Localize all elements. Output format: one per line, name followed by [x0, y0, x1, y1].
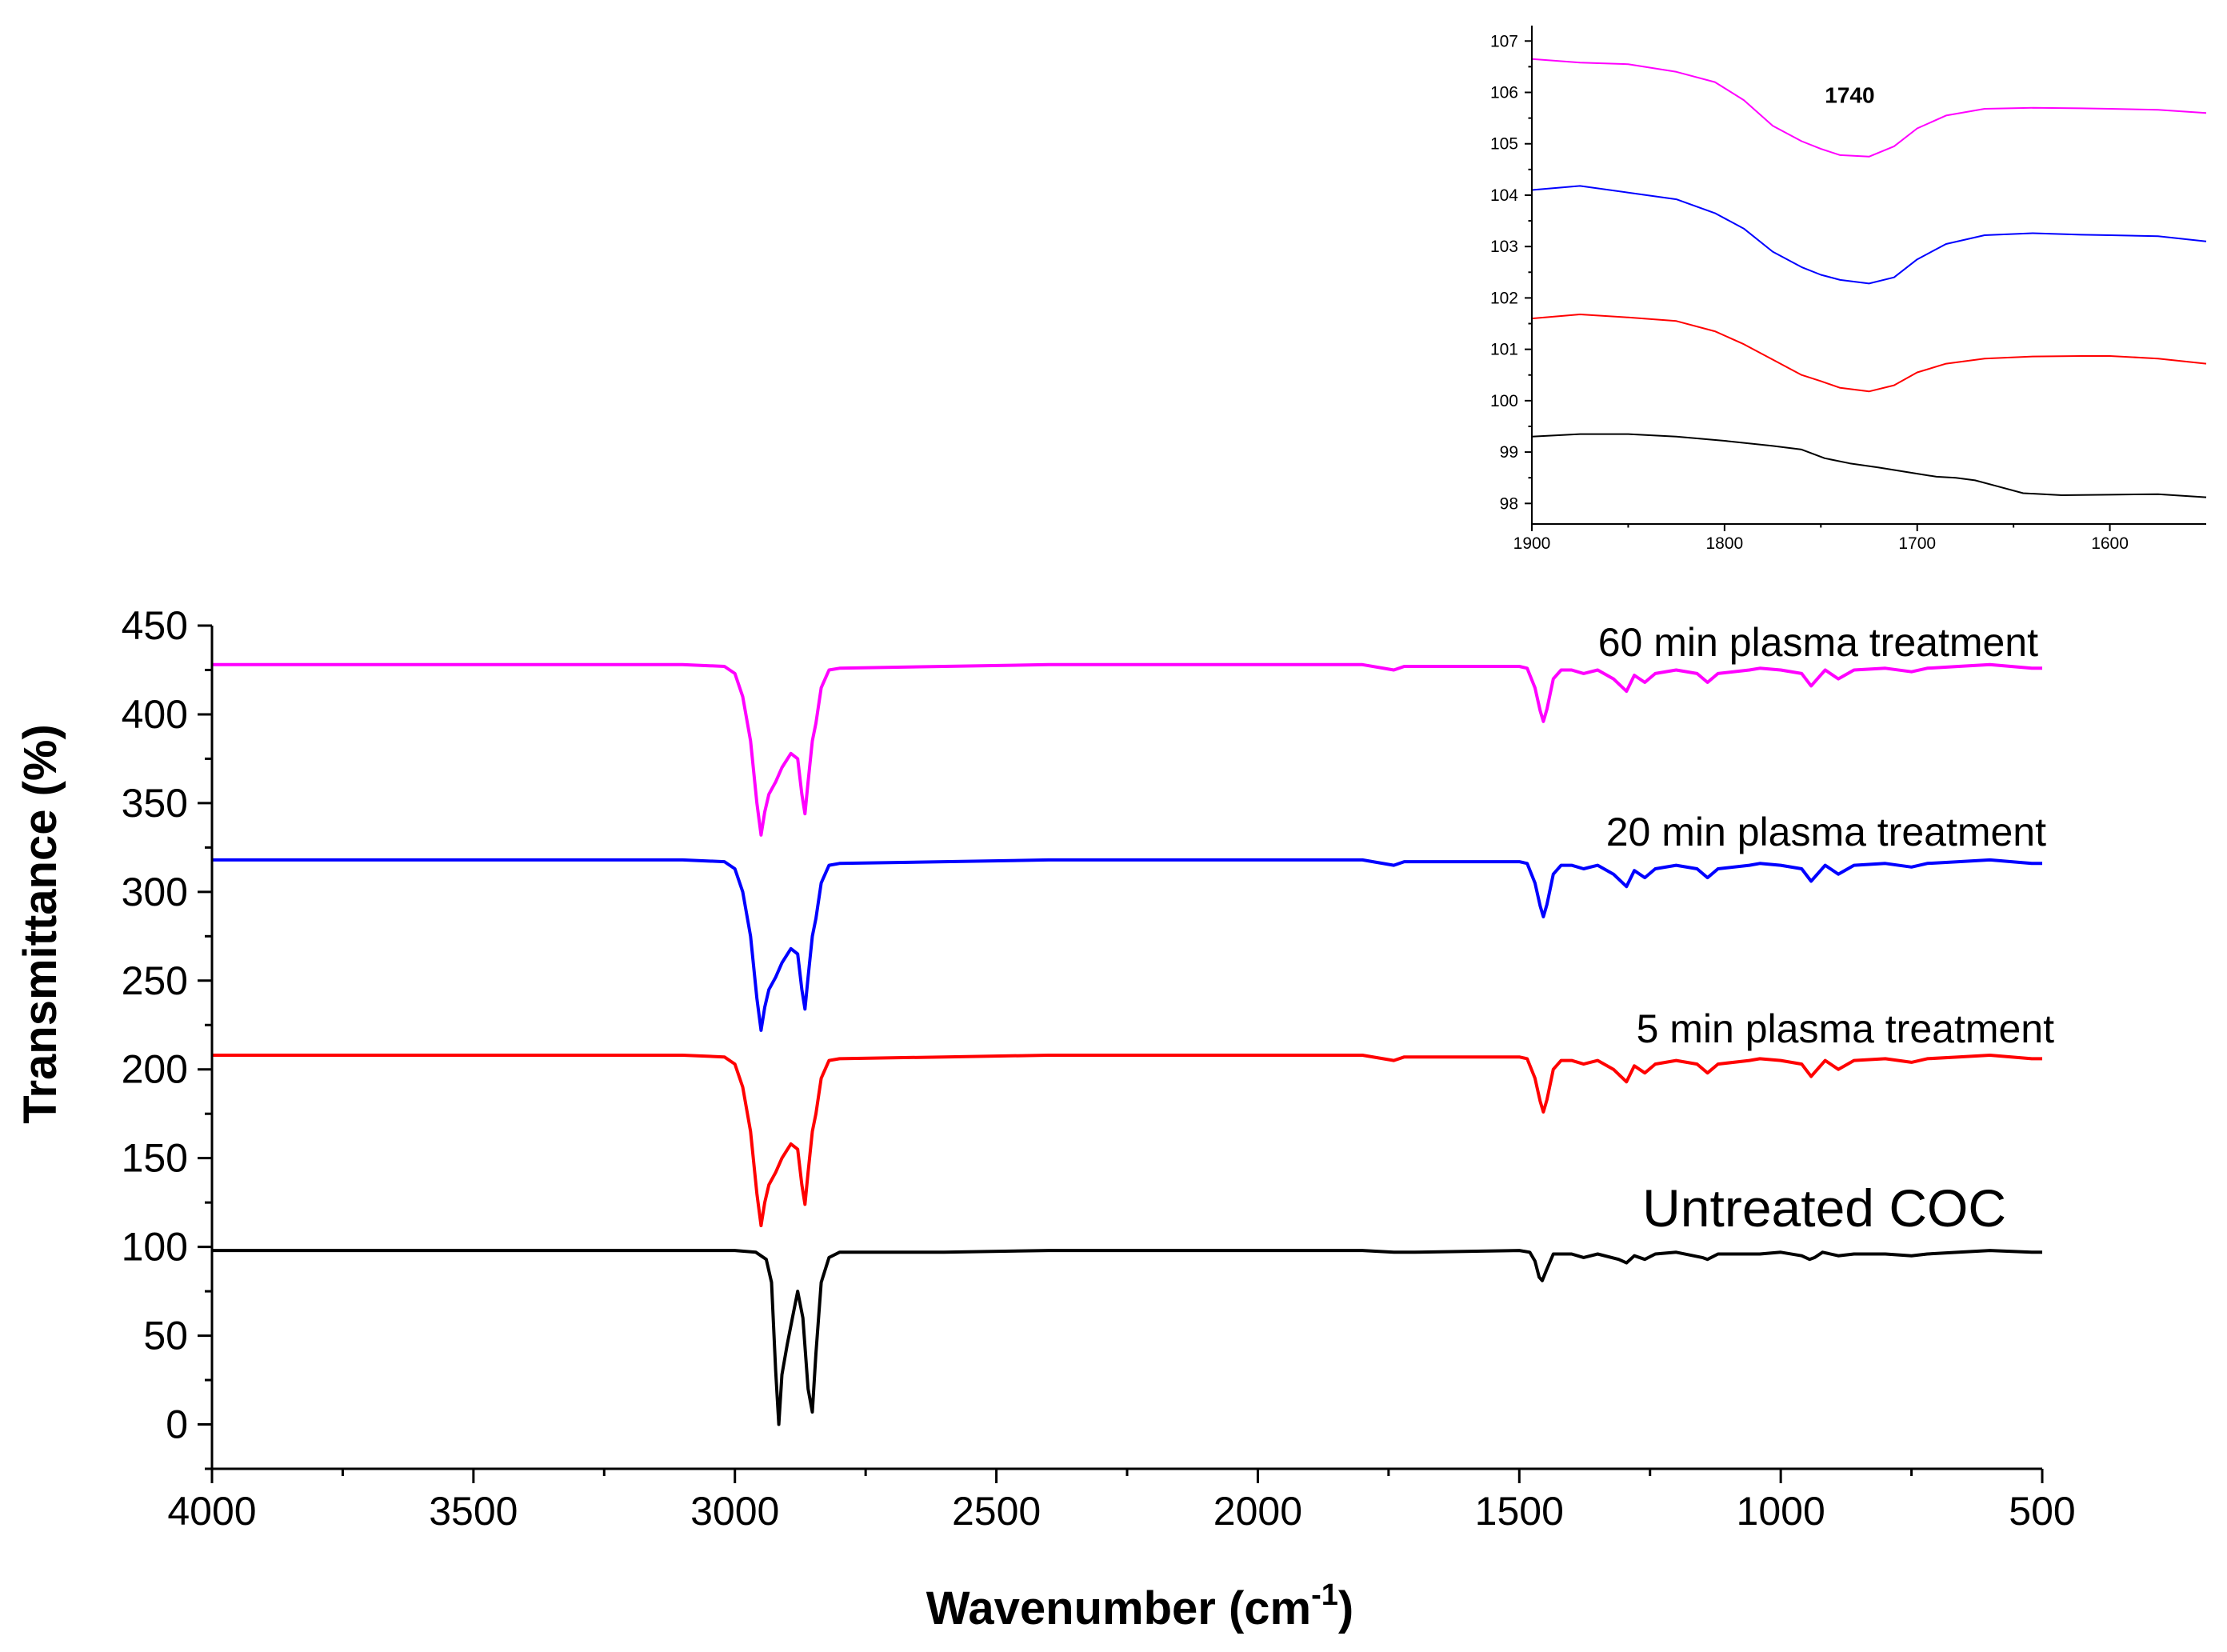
main-chart: 0 50 100 150 200 250 300 350 400 450 4000 3500 3000…	[14, 603, 2076, 1634]
inset-series-line-untreated-coc	[1531, 433, 2207, 498]
main-series-line-60-min-plasma-treatment	[212, 662, 2042, 837]
main-x-tick-label: 2500	[952, 1489, 1041, 1534]
series-label-20-min-plasma-treatment: 20 min plasma treatment	[1606, 810, 2046, 854]
main-y-tick-label: 450	[122, 603, 188, 648]
main-series-line-untreated-coc	[212, 1249, 2042, 1426]
inset-x-tick-label: 1900	[1513, 534, 1551, 553]
main-series-labels: 60 min plasma treatment 20 min plasma tre…	[1598, 620, 2054, 1238]
main-y-axis-title: Transmittance (%)	[14, 724, 66, 1124]
inset-y-tick-label: 101	[1490, 341, 1518, 359]
inset-y-ticks: 98 99 100 101 102 103 104 105 106 107	[1490, 32, 1532, 513]
series-label-5-min-plasma-treatment: 5 min plasma treatment	[1637, 1006, 2055, 1051]
main-x-ticks: 4000 3500 3000 2500 2000 1500 1000 500	[167, 1469, 2076, 1534]
series-label-60-min-plasma-treatment: 60 min plasma treatment	[1598, 620, 2038, 665]
inset-x-ticks: 1900 1800 1700 1600	[1513, 524, 2129, 553]
inset-series-lines	[1531, 58, 2207, 498]
main-x-tick-label: 1500	[1475, 1489, 1564, 1534]
main-x-tick-label: 500	[2009, 1489, 2075, 1534]
inset-y-tick-label: 100	[1490, 392, 1518, 410]
main-y-tick-label: 400	[122, 692, 188, 737]
main-x-tick-label: 2000	[1213, 1489, 1302, 1534]
inset-x-tick-label: 1600	[2091, 534, 2129, 553]
main-x-axis-title-superscript: -1	[1311, 1578, 1338, 1612]
main-y-tick-label: 350	[122, 781, 188, 826]
main-series-lines	[212, 662, 2042, 1426]
main-x-tick-label: 3500	[429, 1489, 518, 1534]
inset-y-tick-label: 103	[1490, 238, 1518, 256]
inset-axes: 98 99 100 101 102 103 104 105 106 107 1900 1800 170…	[1490, 26, 2206, 553]
series-label-untreated-coc: Untreated COC	[1642, 1178, 2006, 1238]
inset-x-tick-label: 1800	[1705, 534, 1743, 553]
main-x-tick-label: 3000	[690, 1489, 779, 1534]
inset-y-tick-label: 104	[1490, 186, 1518, 205]
inset-y-tick-label: 98	[1500, 494, 1518, 513]
inset-y-tick-label: 106	[1490, 83, 1518, 102]
inset-x-tick-label: 1700	[1898, 534, 1936, 553]
main-y-ticks: 0 50 100 150 200 250 300 350 400 450	[122, 603, 212, 1470]
main-x-axis-title: Wavenumber (cm-1)	[926, 1578, 1353, 1634]
inset-series-line-20-min-plasma-treatment	[1531, 185, 2207, 285]
main-x-tick-label: 4000	[167, 1489, 256, 1534]
main-y-tick-label: 200	[122, 1047, 188, 1092]
main-series-line-5-min-plasma-treatment	[212, 1054, 2042, 1227]
main-series-line-20-min-plasma-treatment	[212, 858, 2042, 1032]
main-x-tick-label: 1000	[1737, 1489, 1825, 1534]
inset-chart: 98 99 100 101 102 103 104 105 106 107 1900 1800 170…	[1490, 26, 2207, 553]
main-y-tick-label: 300	[122, 870, 188, 914]
inset-y-tick-label: 102	[1490, 289, 1518, 307]
main-x-axis-title-close: )	[1338, 1582, 1353, 1634]
inset-series-line-60-min-plasma-treatment	[1531, 58, 2207, 158]
inset-y-tick-label: 107	[1490, 32, 1518, 50]
main-y-tick-label: 150	[122, 1136, 188, 1181]
main-y-tick-label: 100	[122, 1225, 188, 1270]
main-axes: 0 50 100 150 200 250 300 350 400 450 4000 3500 3000…	[122, 603, 2076, 1534]
main-y-tick-label: 250	[122, 958, 188, 1003]
main-x-axis-title-text: Wavenumber (cm	[926, 1582, 1311, 1634]
inset-peak-annotation: 1740	[1825, 82, 1874, 107]
inset-y-tick-label: 105	[1490, 135, 1518, 154]
inset-series-line-5-min-plasma-treatment	[1531, 314, 2207, 393]
main-y-tick-label: 50	[143, 1314, 188, 1358]
inset-y-tick-label: 99	[1500, 443, 1518, 462]
main-y-tick-label: 0	[166, 1402, 188, 1447]
